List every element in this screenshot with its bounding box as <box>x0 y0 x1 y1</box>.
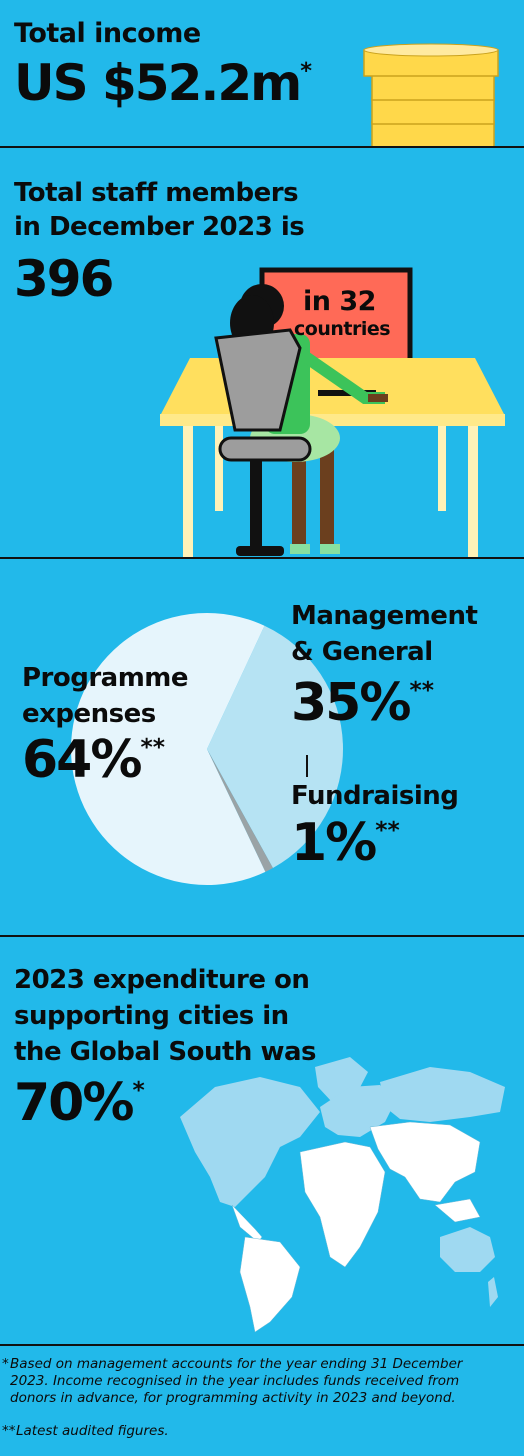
section-divider <box>0 557 524 559</box>
income-label: Total income <box>14 18 201 49</box>
footnote-1-mark: * <box>2 1356 9 1372</box>
income-section: Total income US $52.2m* <box>0 0 524 146</box>
expenses-section: Programme expenses 64%** Management & Ge… <box>0 559 524 935</box>
management-value: 35%** <box>291 673 434 733</box>
management-label-line1: Management <box>291 601 478 631</box>
staff-label-line2: in December 2023 is <box>14 212 305 242</box>
slice-management <box>207 625 343 868</box>
screen-text-line2: countries <box>294 318 391 340</box>
footnotes: * Based on management accounts for the y… <box>0 1346 524 1456</box>
footnote-2: Latest audited figures. <box>16 1423 169 1439</box>
management-label-line2: & General <box>291 637 433 667</box>
section-divider <box>0 1344 524 1346</box>
footnote-1-line1: Based on management accounts for the yea… <box>10 1356 463 1372</box>
staff-value: 396 <box>14 250 114 308</box>
footnote-2-mark: ** <box>2 1423 16 1439</box>
coin-stack-illustration <box>363 43 499 146</box>
global-south-line2: supporting cities in <box>14 1001 289 1031</box>
income-footnote-mark: * <box>300 58 313 85</box>
expenses-pie-chart <box>71 613 343 885</box>
fundraising-label: Fundraising <box>291 781 459 811</box>
fundraising-value: 1%** <box>291 813 400 873</box>
staff-section: Total staff members in December 2023 is … <box>0 148 524 557</box>
screen-text-line1: in 32 <box>303 286 376 317</box>
global-south-line1: 2023 expenditure on <box>14 965 310 995</box>
slice-programme <box>71 613 266 885</box>
programme-label-line2: expenses <box>22 699 156 729</box>
office-worker-illustration <box>160 267 505 557</box>
section-divider <box>0 935 524 937</box>
global-south-section: 2023 expenditure on supporting cities in… <box>0 937 524 1344</box>
section-divider <box>0 146 524 148</box>
global-south-line3: the Global South was <box>14 1037 317 1067</box>
programme-value: 64%** <box>22 730 165 790</box>
slice-fundraising <box>207 749 273 872</box>
footnote-1-line3: donors in advance, for programming activ… <box>10 1390 456 1406</box>
world-map-illustration <box>180 1057 505 1333</box>
programme-label-line1: Programme <box>22 663 189 693</box>
global-south-value: 70%* <box>14 1073 145 1133</box>
footnote-1-line2: 2023. Income recognised in the year incl… <box>10 1373 460 1389</box>
income-value: US $52.2m* <box>14 54 313 112</box>
staff-label-line1: Total staff members <box>14 178 299 208</box>
